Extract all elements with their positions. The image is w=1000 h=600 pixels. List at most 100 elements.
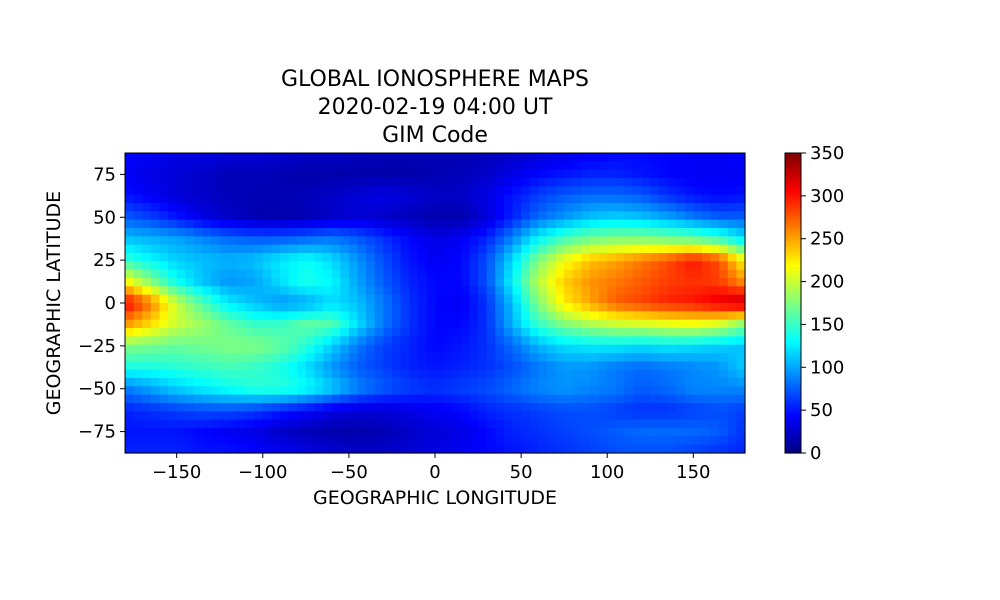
heatmap-cell: [736, 436, 746, 446]
heatmap-cell: [719, 269, 729, 279]
heatmap-cell: [727, 169, 737, 179]
heatmap-cell: [538, 294, 548, 304]
heatmap-cell: [615, 378, 626, 387]
heatmap-cell: [340, 261, 350, 271]
heatmap-cell: [211, 194, 221, 204]
heatmap-cell: [546, 161, 557, 171]
heatmap-cell: [684, 311, 694, 321]
heatmap-cell: [478, 336, 488, 346]
heatmap-cell: [305, 419, 316, 429]
heatmap-cell: [727, 353, 737, 362]
heatmap-cell: [262, 411, 272, 421]
heatmap-cell: [529, 294, 539, 304]
heatmap-cell: [133, 278, 143, 287]
heatmap-cell: [211, 219, 221, 229]
heatmap-cell: [219, 444, 229, 454]
heatmap-cell: [607, 319, 617, 329]
heatmap-cell: [254, 269, 264, 279]
heatmap-cell: [211, 428, 221, 437]
heatmap-cell: [228, 219, 238, 229]
y-tick-label: −75: [78, 422, 116, 443]
heatmap-cell: [521, 394, 531, 404]
heatmap-cell: [340, 286, 350, 296]
heatmap-cell: [254, 336, 264, 346]
heatmap-cell: [736, 369, 746, 379]
heatmap-cell: [512, 436, 522, 446]
heatmap-cell: [521, 244, 531, 254]
heatmap-cell: [529, 361, 539, 371]
heatmap-cell: [245, 328, 255, 337]
colorbar-segment: [785, 207, 801, 211]
heatmap-cell: [667, 311, 677, 321]
heatmap-cell: [409, 411, 419, 421]
heatmap-cell: [460, 319, 471, 329]
heatmap-cell: [391, 311, 402, 321]
heatmap-cell: [495, 286, 505, 296]
heatmap-cell: [641, 403, 651, 412]
heatmap-cell: [495, 211, 505, 221]
heatmap-cell: [159, 169, 169, 179]
heatmap-cell: [581, 253, 591, 262]
heatmap-cell: [219, 378, 229, 387]
heatmap-cell: [736, 203, 746, 212]
heatmap-cell: [590, 169, 600, 179]
heatmap-cell: [236, 369, 247, 379]
heatmap-cell: [452, 153, 462, 162]
heatmap-cell: [443, 161, 453, 171]
heatmap-cell: [736, 178, 746, 187]
heatmap-cell: [684, 411, 694, 421]
heatmap-cell: [443, 369, 453, 379]
heatmap-cell: [615, 244, 626, 254]
heatmap-cell: [168, 253, 178, 262]
heatmap-cell: [288, 361, 298, 371]
heatmap-cell: [564, 328, 574, 337]
heatmap-cell: [529, 344, 539, 354]
heatmap-cell: [314, 411, 324, 421]
heatmap-cell: [435, 444, 445, 454]
heatmap-cell: [650, 411, 660, 421]
heatmap-cell: [185, 153, 195, 162]
heatmap-cell: [168, 153, 178, 162]
heatmap-cell: [168, 294, 178, 304]
heatmap-cell: [374, 319, 384, 329]
heatmap-cell: [460, 219, 471, 229]
heatmap-cell: [202, 161, 212, 171]
heatmap-cell: [676, 444, 686, 454]
heatmap-cell: [168, 428, 178, 437]
heatmap-cell: [727, 244, 737, 254]
heatmap-cell: [512, 311, 522, 321]
heatmap-cell: [667, 253, 677, 262]
heatmap-cell: [727, 194, 737, 204]
heatmap-cell: [512, 211, 522, 221]
heatmap-cell: [615, 153, 626, 162]
heatmap-cell: [297, 369, 307, 379]
heatmap-cell: [271, 286, 281, 296]
heatmap-cell: [280, 219, 290, 229]
heatmap-cell: [658, 194, 669, 204]
heatmap-cell: [150, 153, 161, 162]
heatmap-cell: [590, 319, 600, 329]
heatmap-cell: [211, 236, 221, 246]
heatmap-cell: [426, 353, 436, 362]
heatmap-cell: [615, 311, 626, 321]
heatmap-cell: [684, 269, 694, 279]
heatmap-cell: [159, 336, 169, 346]
heatmap-cell: [676, 244, 686, 254]
heatmap-cell: [676, 194, 686, 204]
heatmap-cell: [719, 228, 729, 237]
heatmap-cell: [521, 228, 531, 237]
heatmap-cell: [133, 169, 143, 179]
heatmap-cell: [228, 253, 238, 262]
colorbar-segment: [785, 168, 801, 172]
heatmap-cell: [426, 219, 436, 229]
heatmap-cell: [693, 178, 703, 187]
heatmap-cell: [546, 244, 557, 254]
heatmap-cell: [391, 228, 402, 237]
heatmap-cell: [202, 294, 212, 304]
heatmap-cell: [348, 286, 359, 296]
heatmap-cell: [512, 344, 522, 354]
heatmap-cell: [323, 253, 333, 262]
heatmap-cell: [133, 444, 143, 454]
heatmap-cell: [486, 428, 496, 437]
heatmap-cell: [486, 369, 496, 379]
